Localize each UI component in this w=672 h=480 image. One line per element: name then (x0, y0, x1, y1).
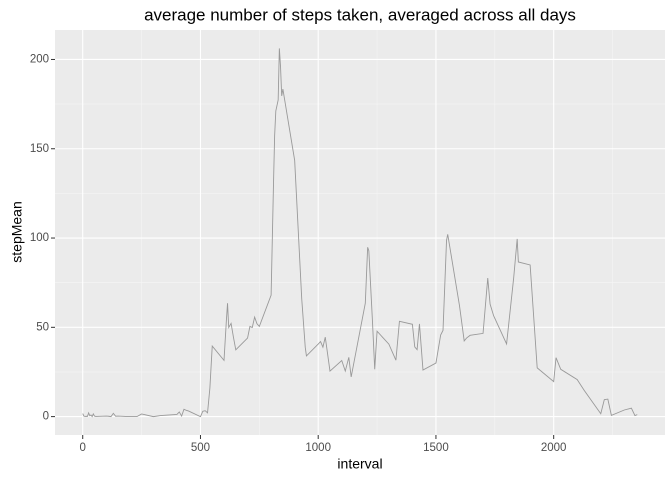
y-tick-label: 50 (36, 321, 49, 333)
y-tick-label: 0 (43, 411, 49, 423)
panel (55, 30, 665, 435)
x-tick-label: 0 (80, 442, 86, 454)
x-axis-title: interval (337, 456, 382, 472)
y-tick-label: 200 (30, 53, 49, 65)
y-tick-label: 100 (30, 232, 49, 244)
x-tick-label: 1500 (423, 442, 449, 454)
x-tick-label: 2000 (541, 442, 567, 454)
data-line (82, 48, 638, 418)
x-tick-label: 500 (191, 442, 210, 454)
y-tick-label: 150 (30, 143, 49, 155)
chart-title: average number of steps taken, averaged … (144, 5, 576, 24)
x-tick-label: 1000 (305, 442, 331, 454)
y-axis-title: stepMean (9, 201, 25, 262)
